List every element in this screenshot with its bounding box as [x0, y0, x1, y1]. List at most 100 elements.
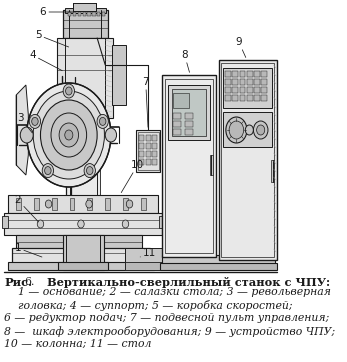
Bar	[16, 235, 142, 253]
Bar	[138, 132, 159, 170]
Text: 6 — редуктор подач; 7 — подвесной пульт управления;: 6 — редуктор подач; 7 — подвесной пульт …	[4, 313, 329, 323]
Circle shape	[59, 123, 78, 147]
Bar	[173, 129, 181, 135]
Circle shape	[42, 164, 53, 178]
Text: головка; 4 — суппорт; 5 — коробка скоростей;: головка; 4 — суппорт; 5 — коробка скорос…	[4, 300, 293, 311]
Text: 8: 8	[181, 50, 189, 72]
Polygon shape	[16, 85, 28, 175]
Bar	[232, 87, 238, 93]
Text: 2: 2	[15, 195, 39, 222]
Bar	[232, 71, 238, 77]
Bar	[262, 71, 267, 77]
Bar	[152, 151, 157, 157]
Bar	[225, 95, 231, 101]
Bar	[162, 75, 216, 257]
Bar	[172, 89, 206, 136]
Circle shape	[41, 100, 97, 170]
Bar	[254, 71, 260, 77]
Circle shape	[78, 220, 84, 228]
Bar	[126, 262, 166, 270]
Bar	[87, 198, 92, 210]
Bar	[146, 143, 151, 149]
Bar	[152, 143, 157, 149]
Circle shape	[45, 167, 51, 174]
Bar	[159, 216, 165, 228]
Bar	[136, 130, 160, 172]
Text: 8 —  шкаф электрооборудования; 9 — устройство ЧПУ;: 8 — шкаф электрооборудования; 9 — устрой…	[4, 326, 335, 337]
Bar	[139, 151, 144, 157]
Circle shape	[229, 121, 244, 139]
Bar	[63, 235, 104, 270]
Bar	[262, 79, 267, 85]
Circle shape	[257, 125, 265, 135]
Bar	[232, 79, 238, 85]
Circle shape	[84, 164, 95, 178]
Circle shape	[51, 113, 87, 157]
Text: 6: 6	[40, 7, 74, 17]
Bar	[139, 159, 144, 165]
Text: 7: 7	[142, 77, 149, 127]
Bar	[112, 45, 126, 105]
Bar	[57, 38, 113, 118]
Circle shape	[126, 200, 133, 208]
Bar	[123, 198, 128, 210]
Bar	[221, 63, 274, 257]
Circle shape	[86, 200, 92, 208]
Circle shape	[63, 84, 75, 98]
Bar	[168, 85, 210, 140]
Bar	[232, 95, 238, 101]
Bar	[146, 159, 151, 165]
Circle shape	[253, 121, 268, 139]
Bar	[160, 263, 277, 270]
Bar	[240, 95, 245, 101]
Circle shape	[27, 83, 111, 187]
Bar	[105, 198, 110, 210]
Bar	[223, 68, 272, 108]
Bar	[70, 198, 75, 210]
Text: 1 — основание; 2 — салазки стола; 3 — револьверная: 1 — основание; 2 — салазки стола; 3 — ре…	[4, 287, 331, 297]
Bar	[225, 71, 231, 77]
Bar	[254, 87, 260, 93]
Bar	[165, 79, 213, 253]
Bar	[34, 198, 39, 210]
Bar	[83, 12, 86, 16]
Bar	[185, 129, 193, 135]
Bar	[240, 87, 245, 93]
Circle shape	[20, 127, 33, 143]
Bar	[16, 198, 21, 210]
Bar	[240, 79, 245, 85]
Bar	[102, 12, 105, 16]
Bar	[12, 248, 150, 266]
Bar	[71, 32, 95, 240]
Bar	[173, 121, 181, 127]
Text: 3: 3	[17, 113, 32, 133]
Bar	[152, 135, 157, 141]
Bar	[185, 121, 193, 127]
Bar	[152, 159, 157, 165]
Bar	[4, 213, 162, 235]
Bar	[146, 135, 151, 141]
Bar	[73, 12, 76, 16]
Circle shape	[66, 87, 72, 95]
Circle shape	[100, 117, 106, 125]
Bar	[254, 79, 260, 85]
Bar	[225, 87, 231, 93]
Bar	[52, 198, 57, 210]
Text: 11: 11	[140, 248, 156, 258]
Circle shape	[33, 91, 104, 179]
Circle shape	[105, 128, 117, 142]
Text: Рис.: Рис.	[4, 277, 32, 288]
Bar	[78, 12, 81, 16]
Circle shape	[86, 167, 93, 174]
Bar	[247, 87, 253, 93]
Bar	[8, 195, 158, 213]
Bar	[254, 95, 260, 101]
Bar	[73, 3, 95, 11]
Bar	[126, 248, 166, 270]
Text: 10: 10	[121, 160, 144, 193]
Circle shape	[97, 114, 108, 129]
Circle shape	[29, 114, 41, 129]
Bar	[8, 262, 154, 270]
Bar	[247, 79, 253, 85]
Circle shape	[37, 220, 44, 228]
